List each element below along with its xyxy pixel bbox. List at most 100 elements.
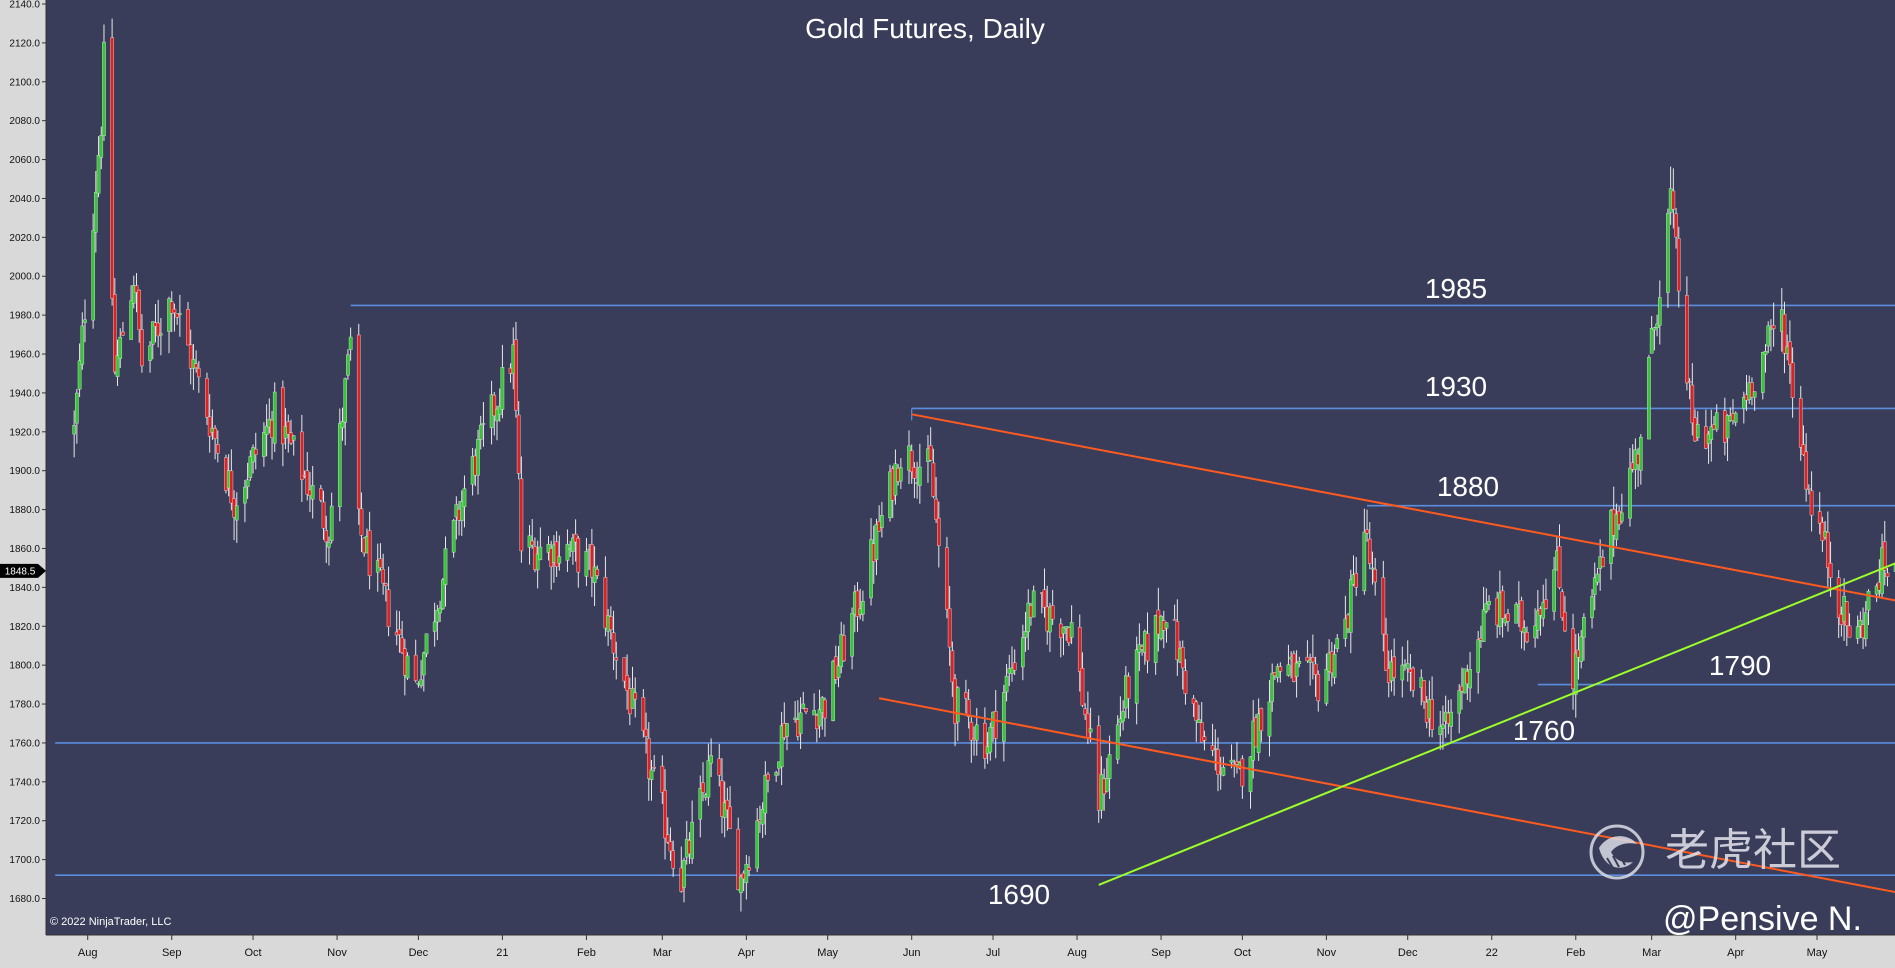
candle-down	[1836, 577, 1841, 618]
candle-up	[1010, 667, 1014, 674]
candle-up	[1107, 754, 1112, 779]
candle-down	[197, 368, 201, 378]
candle-down	[671, 850, 675, 869]
candle-down	[1316, 674, 1321, 702]
candle-down	[1077, 627, 1082, 672]
x-tick-label: Dec	[409, 947, 429, 959]
x-tick-label: Oct	[244, 947, 261, 959]
candle-up	[1270, 672, 1274, 702]
y-tick-label: 1860.0	[9, 544, 40, 555]
candle-up	[1487, 601, 1491, 606]
candle-up	[405, 655, 410, 679]
candle-down	[367, 530, 372, 576]
candle-up	[538, 546, 543, 560]
candle-up	[1023, 630, 1028, 638]
candle-up	[755, 820, 760, 869]
candle-up	[1449, 711, 1453, 727]
candle-down	[492, 394, 497, 417]
candle-up	[1709, 426, 1714, 440]
candle-up	[1533, 625, 1537, 639]
candle-down	[1210, 745, 1215, 751]
candle-up	[1763, 351, 1768, 355]
candle-down	[668, 841, 673, 852]
candle-up	[774, 772, 778, 776]
candle-up	[1541, 602, 1546, 619]
candle-up	[115, 355, 120, 377]
candle-up	[1858, 620, 1863, 627]
candle-down	[1367, 538, 1372, 564]
candle-up	[1457, 690, 1462, 714]
candle-up	[96, 155, 101, 194]
candle-down	[1882, 541, 1887, 571]
level-label-1790: 1790	[1709, 650, 1771, 681]
candle-down	[644, 728, 648, 737]
candle-up	[1405, 663, 1410, 669]
candle-up	[159, 333, 163, 336]
candle-up	[1522, 627, 1527, 634]
candle-down	[1560, 591, 1565, 618]
x-tick-label: Aug	[78, 947, 98, 959]
candle-down	[384, 583, 388, 586]
candle-up	[1639, 437, 1643, 471]
candle-up	[1441, 724, 1445, 729]
candle-down	[1278, 666, 1283, 672]
candle-down	[207, 416, 212, 437]
candle-up	[94, 192, 98, 233]
candle-up	[1595, 573, 1600, 583]
candle-up	[1004, 675, 1009, 693]
trendline-1	[911, 413, 1895, 602]
candle-down	[766, 774, 770, 781]
candle-down	[1199, 722, 1204, 743]
x-tick-label: 21	[496, 947, 508, 959]
y-axis-ticks: 2140.0 2120.0 2100.0 2080.0 2060.0 2040.0 2020…	[0, 0, 46, 905]
candle-up	[1294, 662, 1299, 677]
trendline-3	[1098, 562, 1895, 886]
y-tick-label: 1840.0	[9, 583, 40, 594]
candle-up	[1614, 513, 1619, 540]
candle-up	[744, 864, 749, 884]
candle-down	[188, 344, 193, 369]
candle-down	[134, 285, 139, 293]
candle-up	[1742, 397, 1746, 409]
candle-down	[614, 657, 619, 661]
x-axis-ticks: Aug Sep Oct Nov Dec 21 Feb Mar Apr May Jun Jul Aug Se…	[78, 935, 1828, 959]
candle-up	[1655, 323, 1659, 328]
candle-up	[264, 425, 269, 435]
candle-up	[327, 542, 331, 548]
candle-up	[1866, 590, 1871, 611]
candle-down	[823, 699, 827, 719]
candle-up	[1582, 617, 1586, 638]
candle-up	[1088, 728, 1093, 733]
x-tick-label: Dec	[1398, 947, 1418, 959]
y-tick-label: 2140.0	[9, 0, 40, 11]
candle-down	[1145, 633, 1150, 662]
candle-down	[1050, 605, 1055, 620]
y-tick-label: 1920.0	[9, 427, 40, 438]
candle-up	[1002, 692, 1006, 742]
chart-title: Gold Futures, Daily	[805, 13, 1045, 44]
candle-down	[931, 462, 936, 497]
candle-up	[1647, 357, 1651, 440]
candle-up	[1370, 567, 1375, 570]
candle-up	[1248, 756, 1253, 792]
y-tick-label: 2100.0	[9, 77, 40, 88]
candle-up	[440, 579, 445, 610]
candle-up	[102, 41, 106, 136]
candle-down	[964, 692, 968, 699]
candle-down	[595, 569, 600, 576]
candle-up	[698, 788, 703, 820]
candle-down	[1183, 670, 1188, 694]
candle-up	[1592, 577, 1597, 595]
candle-down	[1544, 599, 1548, 609]
candle-up	[131, 285, 136, 304]
candle-down	[590, 544, 594, 578]
candle-up	[918, 466, 922, 486]
candle-down	[514, 339, 518, 411]
candle-up	[424, 633, 429, 655]
candle-up	[1468, 669, 1472, 689]
candle-up	[557, 556, 562, 564]
candle-down	[253, 448, 258, 455]
candle-up	[739, 876, 743, 894]
candle-up	[500, 367, 505, 410]
